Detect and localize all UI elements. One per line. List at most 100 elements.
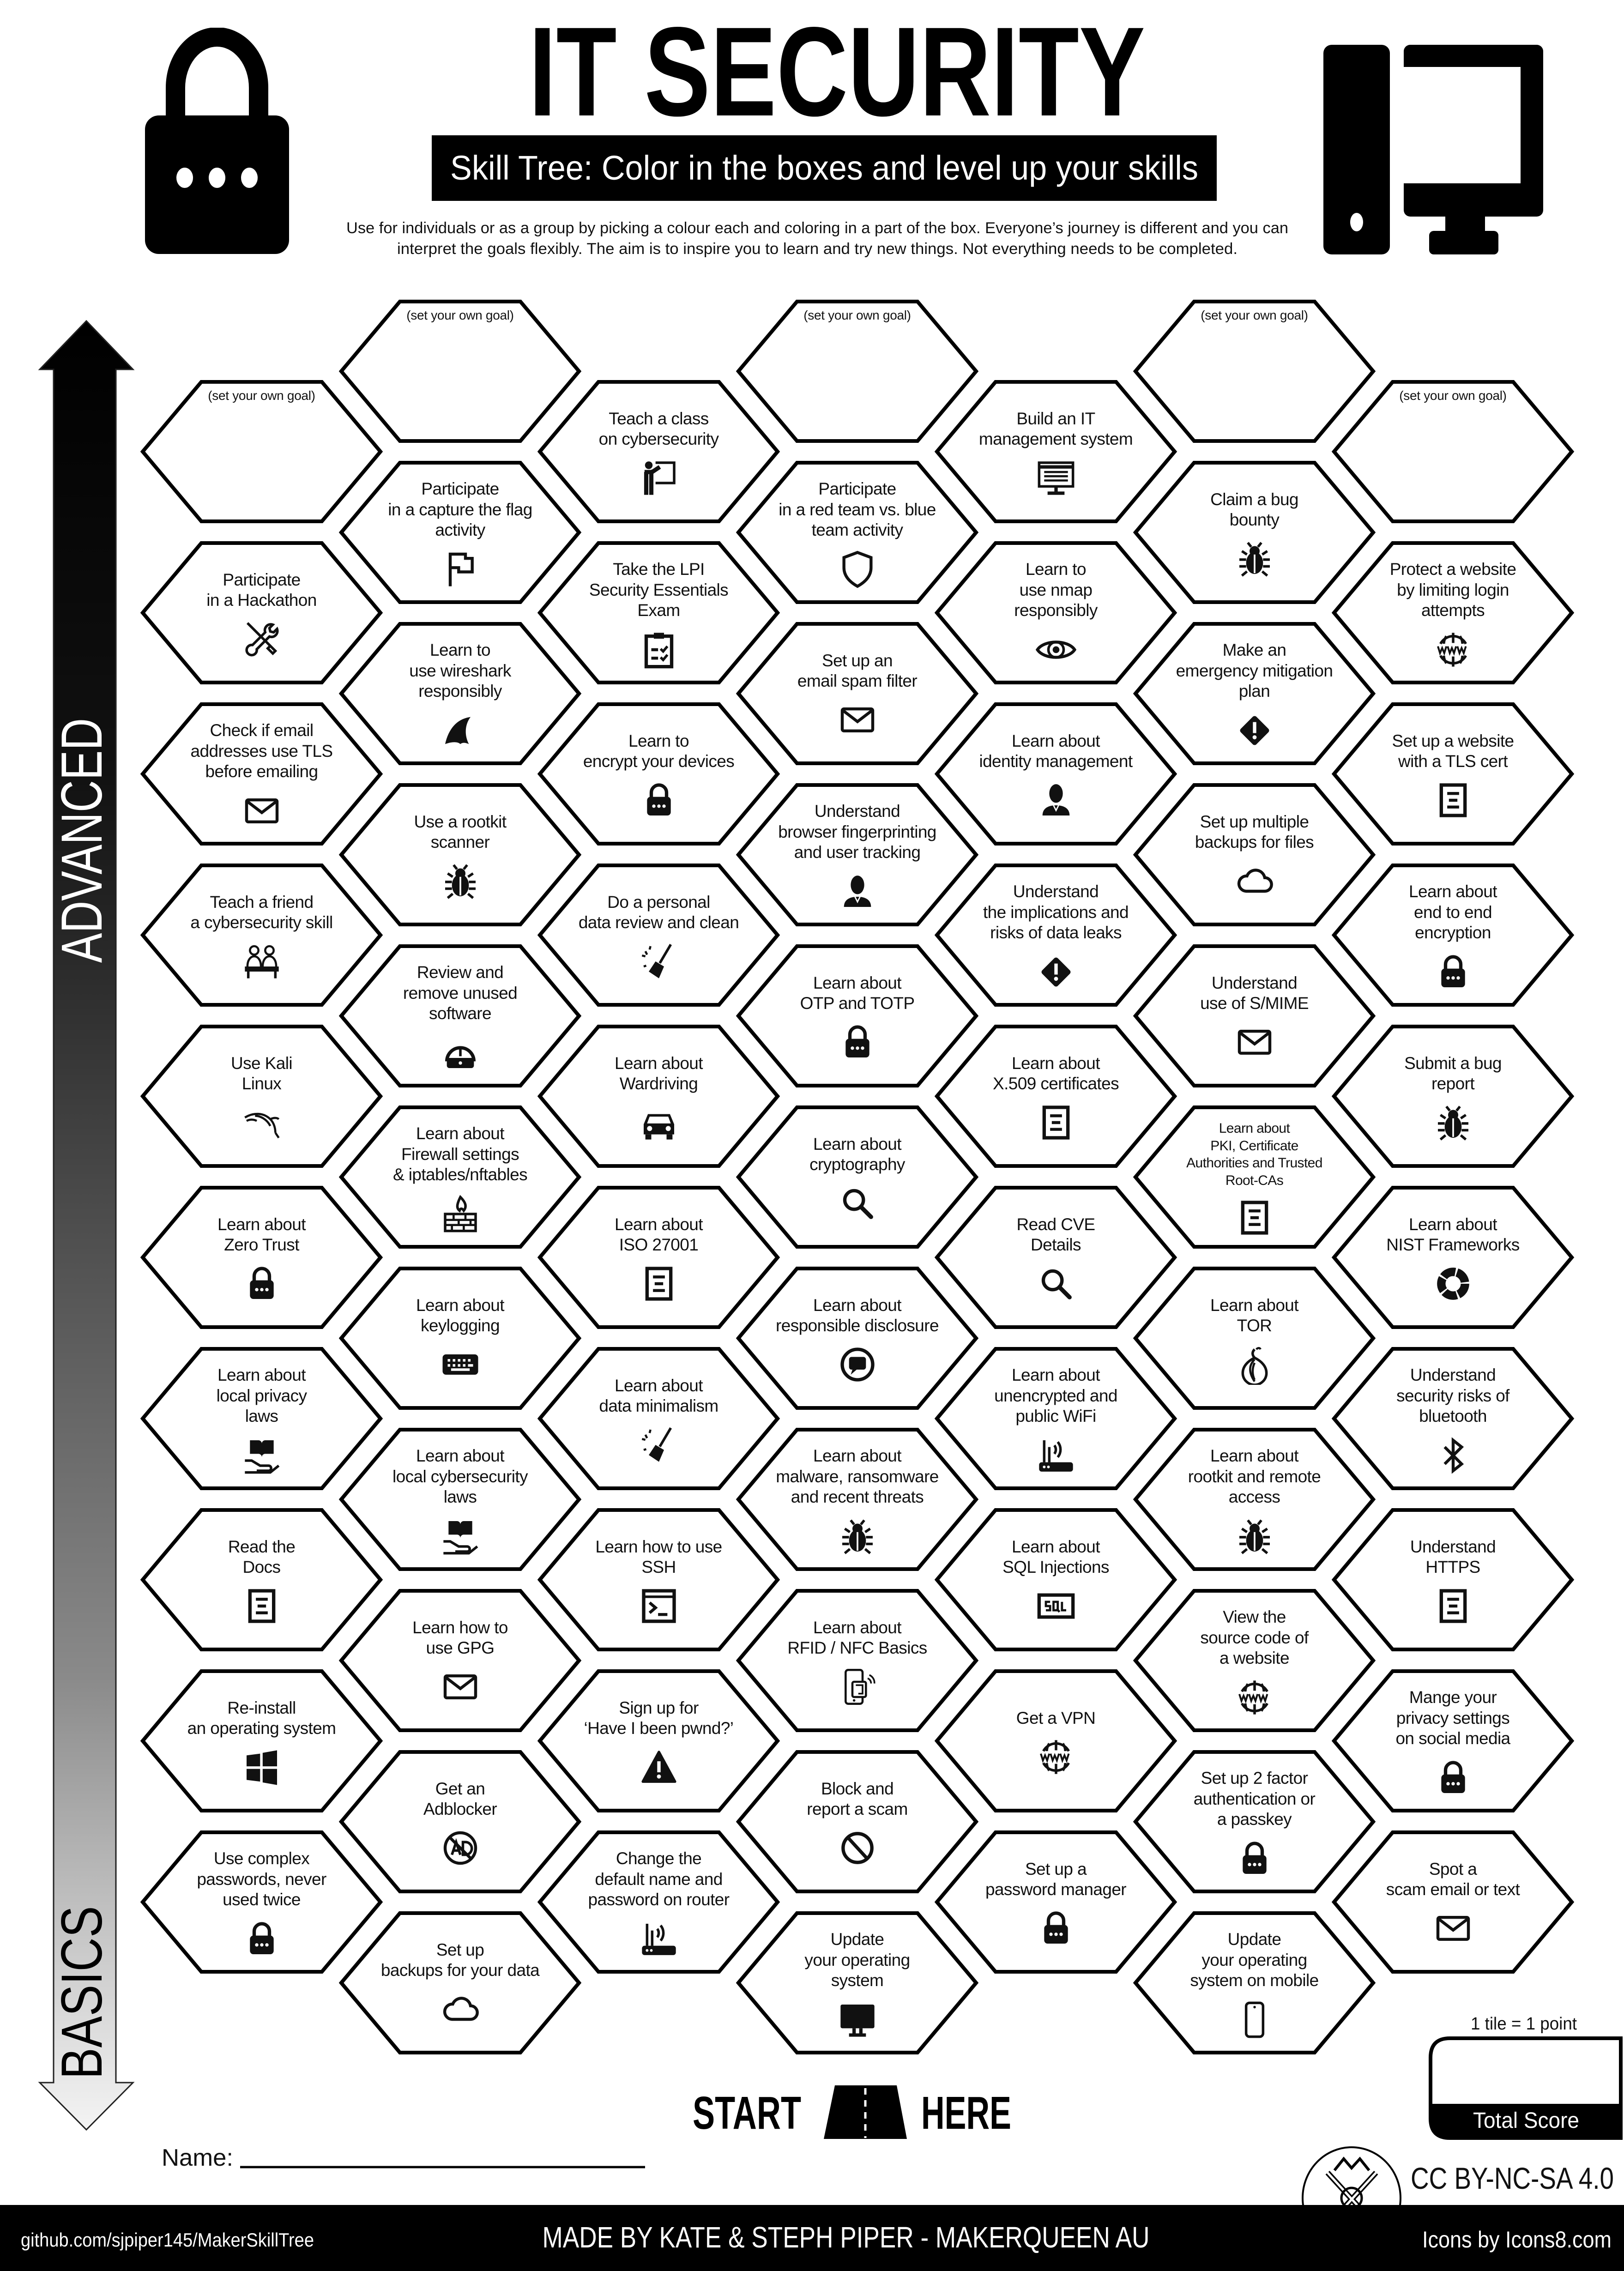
skill-tile[interactable]: Learn about NIST Frameworks (1331, 1186, 1575, 1329)
skill-tile[interactable]: Understand use of S/MIME (1133, 944, 1376, 1087)
custom-goal-label: (set your own goal) (803, 308, 911, 322)
skill-tile[interactable]: View the source code of a website (1133, 1589, 1376, 1732)
custom-goal-tile[interactable]: (set your own goal) (140, 380, 383, 523)
skill-tile[interactable]: Learn about OTP and TOTP (736, 944, 979, 1087)
keyboard-icon (440, 1344, 481, 1385)
license-text: CC BY-NC-SA 4.0 (1411, 2161, 1614, 2195)
skill-tile[interactable]: Use a rootkit scanner (338, 783, 582, 926)
skill-tile[interactable]: Understand browser fingerprinting and user… (736, 783, 979, 926)
skill-label: Learn to encrypt your devices (583, 731, 735, 772)
skill-tile[interactable]: Build an IT management system (934, 380, 1177, 523)
skill-tile[interactable]: Spot a scam email or text (1331, 1830, 1575, 1974)
skill-tile[interactable]: Learn to encrypt your devices (537, 702, 780, 846)
skill-tile[interactable]: Learn about Firewall settings & iptables/n… (338, 1105, 582, 1249)
custom-goal-tile[interactable]: (set your own goal) (736, 300, 979, 443)
skill-tile[interactable]: Learn about SQL Injections (934, 1508, 1177, 1651)
skill-tile[interactable]: Read CVE Details (934, 1186, 1177, 1329)
skill-tile[interactable]: Take the LPI Security Essentials Exam (537, 541, 780, 684)
skill-tile[interactable]: Learn about cryptography (736, 1105, 979, 1249)
skill-tile[interactable]: Teach a class on cybersecurity (537, 380, 780, 523)
skill-tile[interactable]: Claim a bug bounty (1133, 461, 1376, 604)
skill-tile[interactable]: Learn about RFID / NFC Basics (736, 1589, 979, 1732)
skill-tile[interactable]: Read the Docs (140, 1508, 383, 1651)
custom-goal-tile[interactable]: (set your own goal) (1133, 300, 1376, 443)
repo-link[interactable]: github.com/sjpiper145/MakerSkillTree (21, 2229, 314, 2251)
skill-label-line: TOR (1237, 1316, 1272, 1335)
skill-tile[interactable]: Do a personal data review and clean (537, 864, 780, 1007)
skill-tile[interactable]: Learn about Zero Trust (140, 1186, 383, 1329)
skill-tile[interactable]: Make an emergency mitigation plan (1133, 622, 1376, 765)
hexagon-outline (338, 300, 582, 443)
skill-tile[interactable]: Learn about malware, ransomware and recent… (736, 1428, 979, 1571)
phone-icon (1234, 1999, 1275, 2040)
skill-tile[interactable]: Get a VPN (934, 1669, 1177, 1812)
skill-tile[interactable]: Learn how to use SSH (537, 1508, 780, 1651)
skill-label-line: Learn to (628, 731, 689, 750)
skill-tile[interactable]: Learn about TOR (1133, 1267, 1376, 1410)
skill-tile[interactable]: Use complex passwords, never used twice (140, 1830, 383, 1974)
skill-tile[interactable]: Block and report a scam (736, 1750, 979, 1893)
skill-tile[interactable]: Learn about identity management (934, 702, 1177, 846)
skill-label-line: Learn about (416, 1295, 505, 1315)
skill-tile[interactable]: Set up an email spam filter (736, 622, 979, 765)
skill-tile[interactable]: Set up a website with a TLS cert (1331, 702, 1575, 846)
skill-tile[interactable]: Participate in a capture the flag activity (338, 461, 582, 604)
skill-tile[interactable]: Learn about end to end encryption (1331, 864, 1575, 1007)
hexagon-outline (1133, 1750, 1376, 1893)
skill-tile[interactable]: Learn about PKI, Certificate Authorities a… (1133, 1105, 1376, 1249)
skill-label-line: password manager (985, 1880, 1127, 1899)
skill-tile[interactable]: Participate in a red team vs. blue team ac… (736, 461, 979, 604)
skill-tile[interactable]: Set up 2 factor authentication or a passke… (1133, 1750, 1376, 1893)
skill-tile[interactable]: Set up multiple backups for files (1133, 783, 1376, 926)
skill-tile[interactable]: Set up a password manager (934, 1830, 1177, 1974)
skill-tile[interactable]: Update your operating system (736, 1911, 979, 2054)
skill-tile[interactable]: Learn about data minimalism (537, 1347, 780, 1490)
skill-tile[interactable]: Change the default name and password on ro… (537, 1830, 780, 1974)
skill-tile[interactable]: Use Kali Linux (140, 1025, 383, 1168)
custom-goal-tile[interactable]: (set your own goal) (338, 300, 582, 443)
skill-label-line: responsibly (1014, 601, 1098, 620)
skill-tile[interactable]: Submit a bug report (1331, 1025, 1575, 1168)
skill-tile[interactable]: Learn about rootkit and remote access (1133, 1428, 1376, 1571)
skill-tile[interactable]: Understand HTTPS (1331, 1508, 1575, 1651)
skill-label: Set up multiple backups for files (1195, 812, 1314, 853)
skill-tile[interactable]: Learn about ISO 27001 (537, 1186, 780, 1329)
skill-tile[interactable]: Sign up for ‘Have I been pwnd?’ (537, 1669, 780, 1812)
skill-label: Protect a website by limiting login attemp… (1390, 559, 1516, 621)
skill-tile[interactable]: Learn about Wardriving (537, 1025, 780, 1168)
skill-label-line: Learn about (1409, 882, 1497, 901)
skill-tile[interactable]: Learn about unencrypted and public WiFi (934, 1347, 1177, 1490)
skill-tile[interactable]: Get an Adblocker (338, 1750, 582, 1893)
skill-tile[interactable]: Learn about local cybersecurity laws (338, 1428, 582, 1571)
skill-tile[interactable]: Learn to use nmap responsibly (934, 541, 1177, 684)
skill-tile[interactable]: Update your operating system on mobile (1133, 1911, 1376, 2054)
skill-tile[interactable]: Teach a friend a cybersecurity skill (140, 864, 383, 1007)
skill-tile[interactable]: Learn to use wireshark responsibly (338, 622, 582, 765)
skill-tile[interactable]: Protect a website by limiting login attemp… (1331, 541, 1575, 684)
skill-tile[interactable]: Learn about responsible disclosure (736, 1267, 979, 1410)
skill-label: Read the Docs (228, 1537, 296, 1578)
skill-label-line: Learn about (217, 1365, 306, 1385)
skill-tile[interactable]: Re-install an operating system (140, 1669, 383, 1812)
skill-tile[interactable]: Understand security risks of bluetooth (1331, 1347, 1575, 1490)
skill-tile[interactable]: Learn how to use GPG (338, 1589, 582, 1732)
name-field[interactable]: Name: (159, 2138, 653, 2175)
hexagon-outline (140, 380, 383, 523)
hexagon-outline (1133, 1428, 1376, 1571)
skill-tile[interactable]: Mange your privacy settings on social medi… (1331, 1669, 1575, 1812)
custom-goal-label: (set your own goal) (208, 388, 315, 403)
skill-tile[interactable]: Learn about X.509 certificates (934, 1025, 1177, 1168)
hexagon-outline (1133, 1105, 1376, 1249)
skill-tile[interactable]: Set up backups for your data (338, 1911, 582, 2054)
skill-label-line: with a TLS cert (1398, 752, 1508, 771)
skill-tile[interactable]: Learn about keylogging (338, 1267, 582, 1410)
skill-tile[interactable]: Check if email addresses use TLS before em… (140, 702, 383, 846)
title-text: IT SECURITY (529, 9, 1145, 125)
skill-tile[interactable]: Understand the implications and risks of d… (934, 864, 1177, 1007)
skill-label-line: email spam filter (797, 671, 918, 690)
skill-tile[interactable]: Review and remove unused software (338, 944, 582, 1087)
custom-goal-tile[interactable]: (set your own goal) (1331, 380, 1575, 523)
skill-tile[interactable]: Participate in a Hackathon (140, 541, 383, 684)
hexagon-outline (1331, 1025, 1575, 1168)
skill-tile[interactable]: Learn about local privacy laws (140, 1347, 383, 1490)
